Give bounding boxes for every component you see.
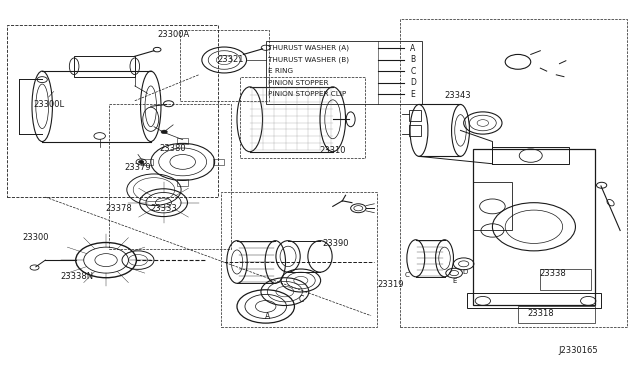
Bar (518, 307, 595, 323)
Bar (177, 179, 188, 186)
Text: 23321: 23321 (218, 55, 244, 64)
Text: 23318: 23318 (527, 310, 554, 318)
Text: D: D (410, 78, 416, 87)
Text: C: C (410, 67, 415, 76)
Bar (473, 182, 511, 231)
Bar (221, 192, 378, 327)
Bar (141, 158, 153, 165)
Bar (540, 269, 591, 290)
Bar (473, 149, 595, 305)
Text: E RING: E RING (268, 68, 293, 74)
Text: 23338: 23338 (540, 269, 566, 278)
Text: C: C (298, 295, 303, 304)
Bar (212, 158, 224, 165)
Text: THURUST WASHER (A): THURUST WASHER (A) (268, 45, 349, 51)
Bar (410, 125, 421, 136)
Text: 23300: 23300 (22, 233, 49, 243)
Text: D: D (462, 269, 468, 275)
Text: 23343: 23343 (444, 91, 470, 100)
Circle shape (354, 206, 363, 211)
Text: E: E (452, 278, 457, 284)
Text: C: C (404, 272, 409, 278)
Text: J2330165: J2330165 (559, 346, 598, 355)
Text: PINION STOPPER: PINION STOPPER (268, 80, 329, 86)
Bar (74, 56, 135, 77)
Circle shape (139, 160, 144, 163)
Text: 23333: 23333 (150, 204, 177, 213)
Bar (400, 19, 627, 327)
Text: E: E (410, 90, 415, 99)
Bar (7, 25, 218, 197)
Text: 23379: 23379 (125, 163, 151, 172)
Bar (179, 31, 269, 101)
Text: 23378: 23378 (106, 204, 132, 213)
Text: 23390: 23390 (323, 239, 349, 248)
Bar (266, 41, 422, 105)
Text: 23310: 23310 (319, 146, 346, 155)
Bar (109, 105, 230, 249)
Text: B: B (410, 55, 415, 64)
Bar (492, 147, 569, 164)
Circle shape (161, 130, 168, 134)
Bar (177, 138, 188, 144)
Bar (467, 294, 601, 308)
Text: 23319: 23319 (377, 280, 403, 289)
Text: THURUST WASHER (B): THURUST WASHER (B) (268, 57, 349, 63)
Text: 23338N: 23338N (61, 272, 94, 281)
Text: PINION STOPPER CLIP: PINION STOPPER CLIP (268, 91, 346, 97)
Bar (240, 77, 365, 158)
Text: 23300A: 23300A (157, 29, 189, 39)
Text: A: A (265, 312, 270, 321)
Bar (410, 110, 421, 121)
Text: 23300L: 23300L (33, 100, 64, 109)
Text: A: A (410, 44, 415, 52)
Text: 23380: 23380 (160, 144, 186, 153)
